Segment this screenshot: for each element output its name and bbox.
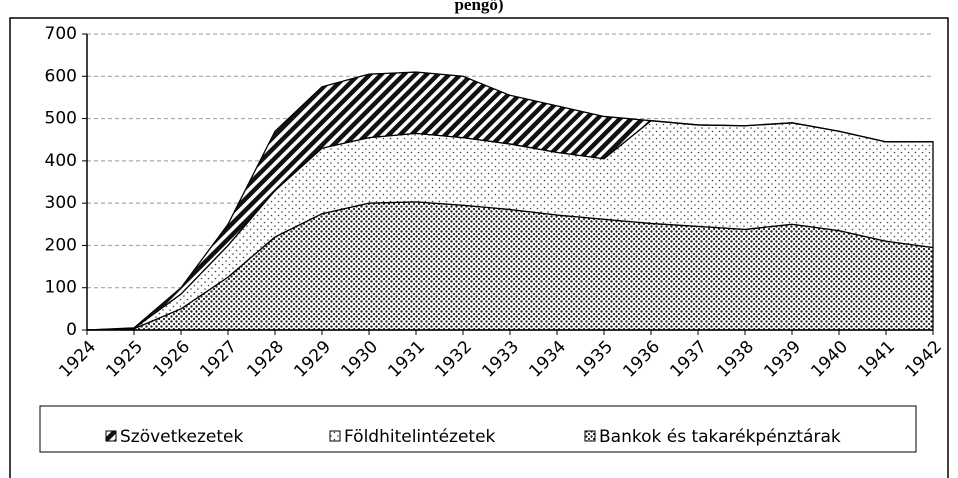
chart-border <box>9 17 949 478</box>
y-tick-label: 700 <box>45 24 77 44</box>
legend-swatch <box>329 430 341 442</box>
y-tick-label: 600 <box>45 66 77 86</box>
area <box>86 71 933 331</box>
x-tick-label: 1938 <box>713 337 758 382</box>
x-tick-label: 1926 <box>149 337 194 382</box>
x-tick-label: 1939 <box>760 337 805 382</box>
x-tick-label: 1927 <box>196 337 241 382</box>
x-tick-label: 1930 <box>337 337 382 382</box>
x-tick-label: 1941 <box>854 337 899 382</box>
legend-swatch <box>105 430 117 442</box>
y-tick-label: 500 <box>45 109 77 129</box>
x-tick-label: 1929 <box>290 337 335 382</box>
x-tick-label: 1928 <box>243 337 288 382</box>
x-tick-label: 1925 <box>102 337 147 382</box>
y-tick-label: 400 <box>45 151 77 171</box>
y-tick-label: 200 <box>45 235 77 255</box>
y-tick-label: 100 <box>45 278 77 298</box>
x-tick-label: 1933 <box>478 337 523 382</box>
x-tick-label: 1924 <box>55 337 100 382</box>
legend-swatch <box>584 430 596 442</box>
y-tick-label: 300 <box>45 193 77 213</box>
chart-title: pengő) <box>454 0 503 14</box>
x-tick-label: 1935 <box>572 337 617 382</box>
y-tick-label: 0 <box>66 320 77 340</box>
x-tick-label: 1937 <box>666 337 711 382</box>
x-tick-label: 1931 <box>384 337 429 382</box>
x-tick-label: 1932 <box>431 337 476 382</box>
legend-label: Szövetkezetek <box>120 427 244 447</box>
x-tick-label: 1936 <box>619 337 664 382</box>
legend-label: Földhitelintézetek <box>344 427 496 447</box>
x-tick-label: 1934 <box>525 337 570 382</box>
legend-box <box>39 405 917 453</box>
x-tick-label: 1942 <box>901 337 946 382</box>
legend-label: Bankok és takarékpénztárak <box>599 427 841 447</box>
x-tick-label: 1940 <box>807 337 852 382</box>
